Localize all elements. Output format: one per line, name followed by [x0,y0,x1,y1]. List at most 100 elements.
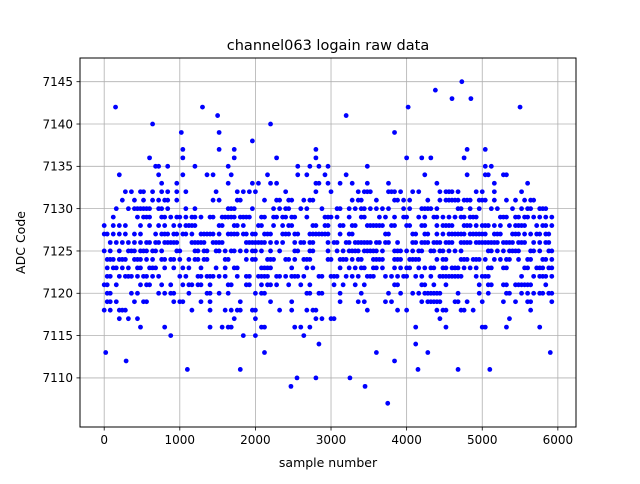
data-point [271,206,276,212]
data-point [259,282,264,288]
data-point [355,189,361,195]
data-point [461,307,467,313]
data-point [215,113,221,118]
data-point [440,248,446,254]
data-point [531,197,537,203]
data-point [150,197,155,203]
data-point [543,282,549,288]
data-point [277,273,283,279]
data-point [507,316,512,322]
data-point [178,130,184,135]
data-point [367,206,373,212]
data-point [355,273,361,279]
data-point [119,240,125,245]
data-point [286,231,292,237]
data-point [198,282,204,288]
data-point [277,307,283,313]
data-point [301,273,307,279]
data-point [262,214,267,220]
data-point [213,189,219,195]
data-point [494,240,500,245]
data-point [355,248,361,254]
data-point [459,79,465,85]
x-tick-label: 0 [100,433,108,447]
data-point [386,231,391,237]
data-point [349,197,355,203]
data-point [358,257,364,262]
data-point [487,367,493,372]
data-point [174,231,180,237]
data-point [107,240,113,245]
data-point [292,214,298,220]
data-point [192,163,198,169]
data-point [377,214,382,220]
data-point [253,189,258,195]
data-point [225,290,231,296]
data-point [398,290,403,296]
data-point [301,333,307,338]
data-point [437,299,443,305]
data-point [219,324,225,330]
data-point [531,248,537,254]
data-point [253,316,258,322]
x-tick-label: 3000 [316,433,347,447]
data-point [525,180,531,186]
data-point [240,223,246,228]
data-point [216,197,222,203]
data-points [101,79,555,406]
data-point [174,189,180,195]
data-point [204,257,210,262]
data-point [132,248,137,254]
data-point [110,223,116,228]
y-axis-label: ADC Code [13,211,28,274]
data-point [485,223,491,228]
data-point [307,324,313,330]
data-point [274,155,279,161]
data-point [352,265,358,271]
data-point [289,197,295,203]
data-point [171,290,177,296]
data-point [116,248,122,254]
data-point [428,206,434,212]
data-point [210,197,216,203]
data-point [150,121,155,127]
data-point [377,240,382,245]
data-point [147,206,152,212]
data-point [192,206,198,212]
data-point [455,290,461,296]
data-point [304,307,310,313]
data-point [113,265,119,271]
data-point [246,214,252,220]
data-point [443,257,449,262]
data-point [271,257,276,262]
data-point [386,206,391,212]
data-point [395,197,400,203]
data-point [395,240,400,245]
data-point [473,265,479,271]
data-point [156,163,162,169]
data-point [361,206,367,212]
data-point [392,130,397,135]
data-point [516,231,521,237]
data-point [395,282,400,288]
data-point [265,172,270,178]
y-tick-label: 7115 [42,329,73,343]
data-point [216,147,222,152]
data-point [479,189,485,195]
data-point [198,214,204,220]
data-point [268,121,273,127]
data-point [416,257,422,262]
data-point [422,214,428,220]
data-point [262,197,267,203]
data-point [225,163,231,169]
data-point [186,265,192,271]
data-point [262,350,267,355]
data-point [334,273,340,279]
data-point [162,324,168,330]
data-point [262,324,267,330]
data-point [458,206,464,212]
data-point [201,240,207,245]
data-point [210,214,216,220]
data-point [195,248,201,254]
data-point [452,214,458,220]
